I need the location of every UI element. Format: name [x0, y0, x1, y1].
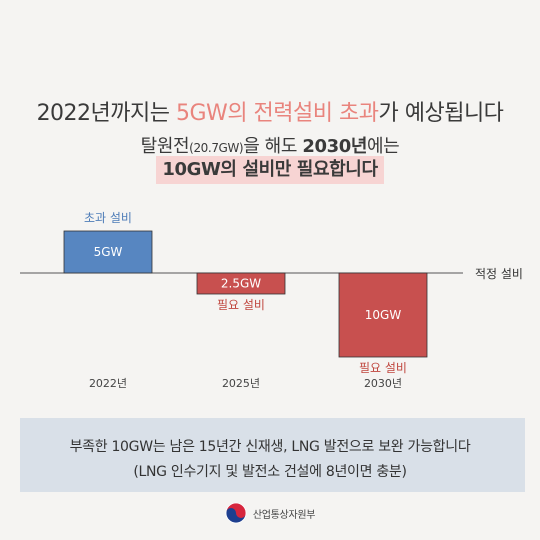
category-label-0: 2022년 [89, 377, 127, 390]
category-label-1: 2025년 [222, 377, 260, 390]
data-label-1: 2.5GW [221, 277, 261, 291]
info-line1: 부족한 10GW는 남은 15년간 신재생, LNG 발전으로 보완 가능합니다 [69, 439, 471, 455]
info-line2: (LNG 인수기지 및 발전소 건설에 8년이면 충분) [133, 464, 407, 480]
bar-annotation-0: 초과 설비 [84, 211, 132, 225]
line2-bold: 2030년 [302, 136, 367, 157]
line2-suffix: 에는 [367, 136, 400, 157]
category-label-2: 2030년 [364, 377, 402, 390]
line2-mid: 을 해도 [243, 136, 303, 157]
ministry-name: 산업통상자원부 [252, 509, 316, 521]
bar-annotation-2: 필요 설비 [359, 361, 407, 375]
headline-line3: 10GW의 설비만 필요합니다 [156, 156, 384, 184]
line2-prefix: 탈원전 [140, 136, 190, 157]
data-label-2: 10GW [365, 308, 402, 322]
taegeuk-emblem-icon [225, 502, 247, 524]
headline-line3-wrap: 10GW의 설비만 필요합니다 [0, 156, 540, 184]
baseline-label: 적정 설비 [475, 267, 523, 281]
info-box [20, 418, 525, 492]
bar-2 [338, 272, 428, 358]
footer: 산업통상자원부 [0, 502, 540, 524]
headline-suffix: 가 예상됩니다 [378, 101, 504, 126]
headline-line1: 2022년까지는 5GW의 전력설비 초과가 예상됩니다 [0, 95, 540, 127]
bar-1 [196, 272, 286, 295]
line2-small: (20.7GW) [189, 141, 244, 155]
headline-highlight: 5GW의 전력설비 초과 [176, 101, 379, 126]
data-label-0: 5GW [94, 245, 123, 259]
headline-line2: 탈원전(20.7GW)을 해도 2030년에는 [0, 132, 540, 158]
bar-0 [63, 230, 153, 274]
headline-prefix: 2022년까지는 [36, 101, 177, 126]
bar-annotation-1: 필요 설비 [217, 298, 265, 312]
